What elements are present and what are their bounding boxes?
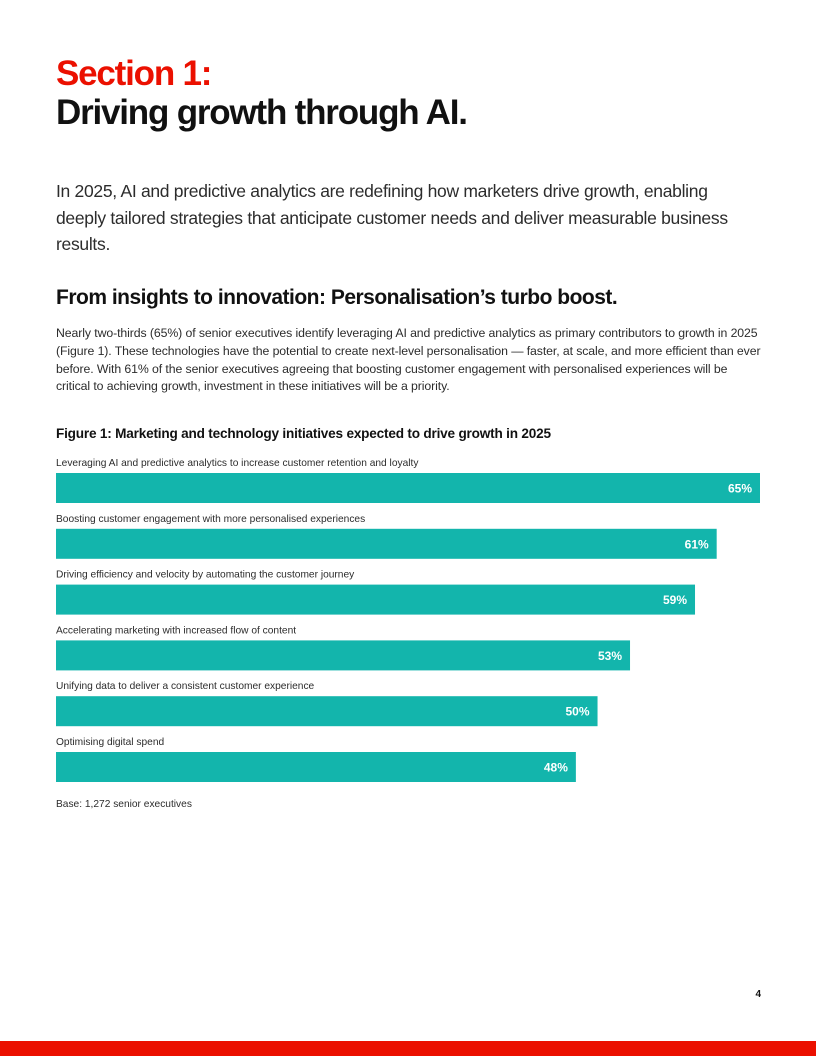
bar-value-label: 48%: [544, 761, 568, 775]
bar-value-label: 59%: [663, 593, 687, 607]
bar-value-label: 53%: [598, 649, 622, 663]
bar: [56, 696, 598, 727]
bar: [56, 473, 760, 503]
bar: [56, 752, 576, 782]
figure-title: Figure 1: Marketing and technology initi…: [56, 426, 551, 441]
page-number: 4: [755, 989, 761, 1000]
bar-category-label: Leveraging AI and predictive analytics t…: [56, 458, 419, 469]
bar-category-label: Optimising digital spend: [56, 737, 164, 748]
page-title: Driving growth through AI.: [56, 93, 468, 132]
body-paragraph: Nearly two-thirds (65%) of senior execut…: [56, 326, 761, 394]
intro-paragraph: In 2025, AI and predictive analytics are…: [56, 181, 728, 254]
bar-category-label: Driving efficiency and velocity by autom…: [56, 570, 355, 581]
bar: [56, 640, 631, 671]
footer-accent-bar: [0, 1041, 816, 1056]
bar-value-label: 61%: [685, 537, 709, 551]
bar-value-label: 50%: [566, 705, 590, 719]
section-label: Section 1:: [56, 54, 212, 93]
base-note: Base: 1,272 senior executives: [56, 799, 192, 810]
bar-category-label: Unifying data to deliver a consistent cu…: [56, 681, 315, 692]
bar: [56, 584, 696, 615]
bar-category-label: Boosting customer engagement with more p…: [56, 514, 365, 525]
bar-category-label: Accelerating marketing with increased fl…: [56, 625, 296, 636]
subheading: From insights to innovation: Personalisa…: [56, 286, 618, 309]
bar: [56, 528, 717, 559]
bar-value-label: 65%: [728, 482, 752, 496]
